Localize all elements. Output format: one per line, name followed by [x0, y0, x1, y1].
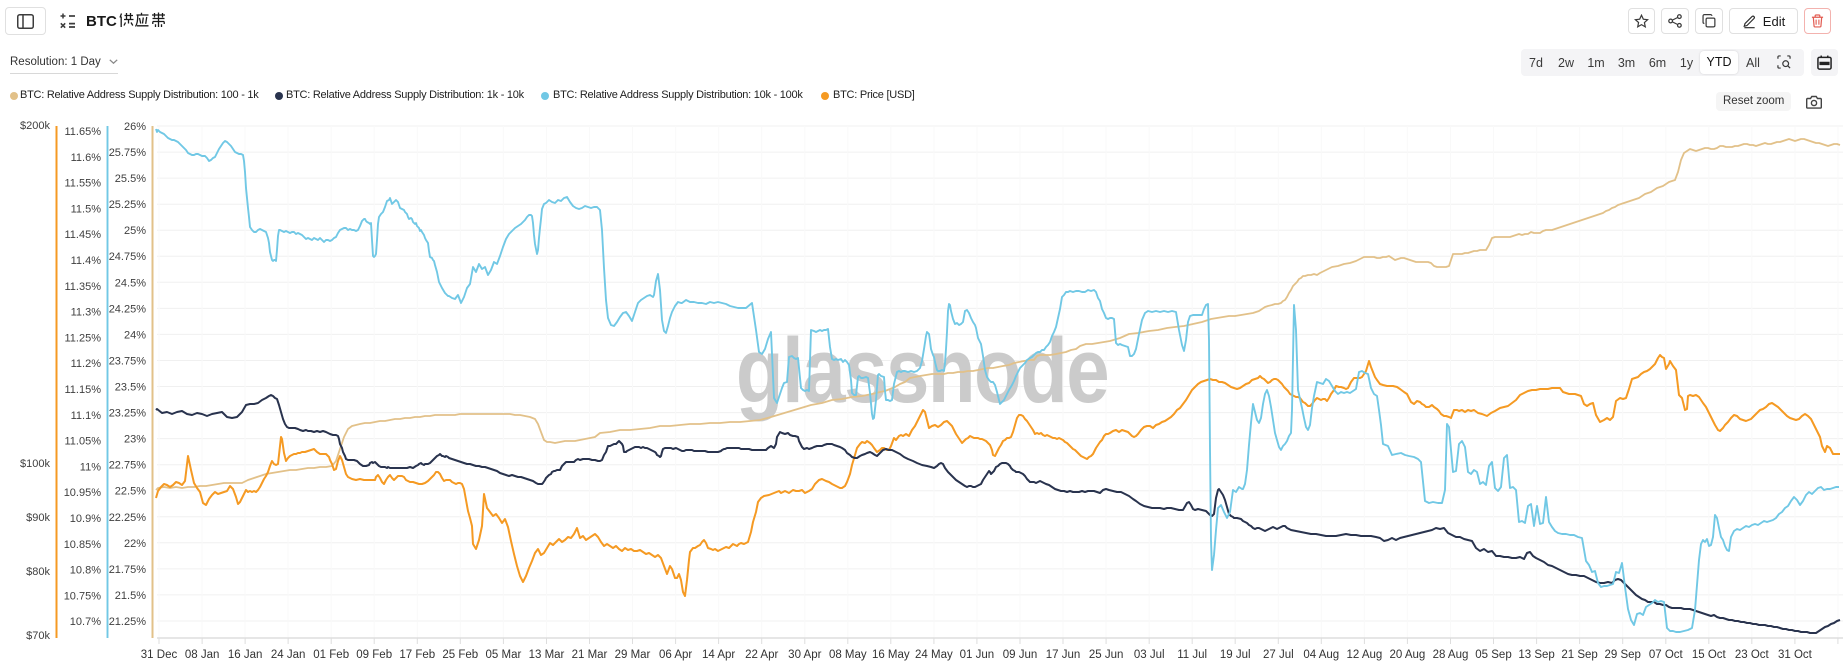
svg-text:11.2%: 11.2% — [71, 358, 102, 370]
svg-text:10.7%: 10.7% — [70, 616, 101, 628]
svg-text:11.3%: 11.3% — [71, 307, 102, 319]
svg-text:10.85%: 10.85% — [64, 539, 102, 551]
svg-text:11.55%: 11.55% — [65, 178, 102, 190]
svg-text:11.5%: 11.5% — [71, 203, 102, 215]
svg-text:05 Sep: 05 Sep — [1475, 649, 1511, 661]
svg-text:25.75%: 25.75% — [109, 147, 147, 159]
svg-text:16 May: 16 May — [872, 649, 910, 661]
svg-text:21 Mar: 21 Mar — [572, 649, 608, 661]
svg-text:$90k: $90k — [26, 512, 50, 524]
svg-text:09 Jun: 09 Jun — [1003, 649, 1038, 661]
svg-text:24.5%: 24.5% — [115, 277, 146, 289]
svg-text:10.95%: 10.95% — [64, 487, 102, 499]
svg-text:22.5%: 22.5% — [115, 486, 146, 498]
svg-text:glassnode: glassnode — [736, 320, 1108, 422]
svg-text:$200k: $200k — [20, 120, 50, 132]
svg-text:05 Mar: 05 Mar — [486, 649, 522, 661]
svg-text:27 Jul: 27 Jul — [1263, 649, 1294, 661]
svg-text:11%: 11% — [80, 461, 101, 473]
svg-text:10.9%: 10.9% — [70, 513, 101, 525]
svg-text:11.15%: 11.15% — [65, 384, 102, 396]
svg-text:01 Feb: 01 Feb — [313, 649, 349, 661]
svg-text:21 Sep: 21 Sep — [1561, 649, 1597, 661]
svg-text:09 Feb: 09 Feb — [356, 649, 392, 661]
svg-text:19 Jul: 19 Jul — [1220, 649, 1251, 661]
svg-text:25 Feb: 25 Feb — [442, 649, 478, 661]
svg-text:$70k: $70k — [26, 630, 50, 642]
svg-text:11.05%: 11.05% — [65, 436, 102, 448]
svg-text:29 Mar: 29 Mar — [615, 649, 651, 661]
svg-text:21.25%: 21.25% — [109, 616, 147, 628]
svg-text:11.4%: 11.4% — [71, 255, 102, 267]
svg-text:08 May: 08 May — [829, 649, 867, 661]
svg-text:21.75%: 21.75% — [109, 564, 147, 576]
svg-text:30 Apr: 30 Apr — [788, 649, 821, 661]
svg-text:11.65%: 11.65% — [65, 126, 102, 138]
svg-text:24.25%: 24.25% — [109, 303, 147, 315]
svg-text:24%: 24% — [124, 329, 146, 341]
svg-text:23 Oct: 23 Oct — [1735, 649, 1770, 661]
svg-text:22 Apr: 22 Apr — [745, 649, 778, 661]
svg-text:23%: 23% — [124, 434, 146, 446]
svg-text:07 Oct: 07 Oct — [1649, 649, 1684, 661]
svg-text:25 Jun: 25 Jun — [1089, 649, 1124, 661]
svg-text:13 Sep: 13 Sep — [1518, 649, 1554, 661]
svg-text:11.1%: 11.1% — [71, 410, 102, 422]
svg-text:03 Jul: 03 Jul — [1134, 649, 1165, 661]
svg-text:22.25%: 22.25% — [109, 512, 147, 524]
svg-text:26%: 26% — [124, 121, 146, 133]
svg-text:11.25%: 11.25% — [65, 332, 102, 344]
svg-text:20 Aug: 20 Aug — [1389, 649, 1425, 661]
svg-text:23.75%: 23.75% — [109, 356, 147, 368]
svg-text:22%: 22% — [124, 538, 146, 550]
svg-text:29 Sep: 29 Sep — [1604, 649, 1640, 661]
svg-text:31 Oct: 31 Oct — [1778, 649, 1813, 661]
svg-text:11.45%: 11.45% — [65, 229, 102, 241]
svg-text:13 Mar: 13 Mar — [529, 649, 565, 661]
svg-text:10.75%: 10.75% — [64, 590, 102, 602]
svg-text:17 Feb: 17 Feb — [399, 649, 435, 661]
svg-text:22.75%: 22.75% — [109, 460, 147, 472]
svg-text:28 Aug: 28 Aug — [1433, 649, 1469, 661]
svg-text:31 Dec: 31 Dec — [141, 649, 178, 661]
svg-text:11 Jul: 11 Jul — [1177, 649, 1207, 661]
svg-text:23.5%: 23.5% — [115, 382, 146, 394]
svg-text:01 Jun: 01 Jun — [960, 649, 995, 661]
svg-text:$80k: $80k — [26, 566, 50, 578]
svg-text:12 Aug: 12 Aug — [1346, 649, 1382, 661]
svg-text:14 Apr: 14 Apr — [702, 649, 735, 661]
svg-text:24 May: 24 May — [915, 649, 953, 661]
svg-text:15 Oct: 15 Oct — [1692, 649, 1727, 661]
svg-text:08 Jan: 08 Jan — [185, 649, 220, 661]
svg-text:16 Jan: 16 Jan — [228, 649, 263, 661]
svg-text:11.6%: 11.6% — [71, 152, 102, 164]
svg-text:11.35%: 11.35% — [65, 281, 102, 293]
svg-text:25%: 25% — [124, 225, 146, 237]
svg-text:23.25%: 23.25% — [109, 408, 147, 420]
svg-text:24.75%: 24.75% — [109, 251, 147, 263]
svg-text:04 Aug: 04 Aug — [1303, 649, 1339, 661]
svg-text:24 Jan: 24 Jan — [271, 649, 306, 661]
svg-text:10.8%: 10.8% — [70, 565, 101, 577]
svg-text:21.5%: 21.5% — [115, 590, 146, 602]
svg-text:17 Jun: 17 Jun — [1046, 649, 1081, 661]
svg-text:25.5%: 25.5% — [115, 173, 146, 185]
svg-text:$100k: $100k — [20, 458, 50, 470]
svg-text:25.25%: 25.25% — [109, 199, 147, 211]
svg-text:06 Apr: 06 Apr — [659, 649, 692, 661]
